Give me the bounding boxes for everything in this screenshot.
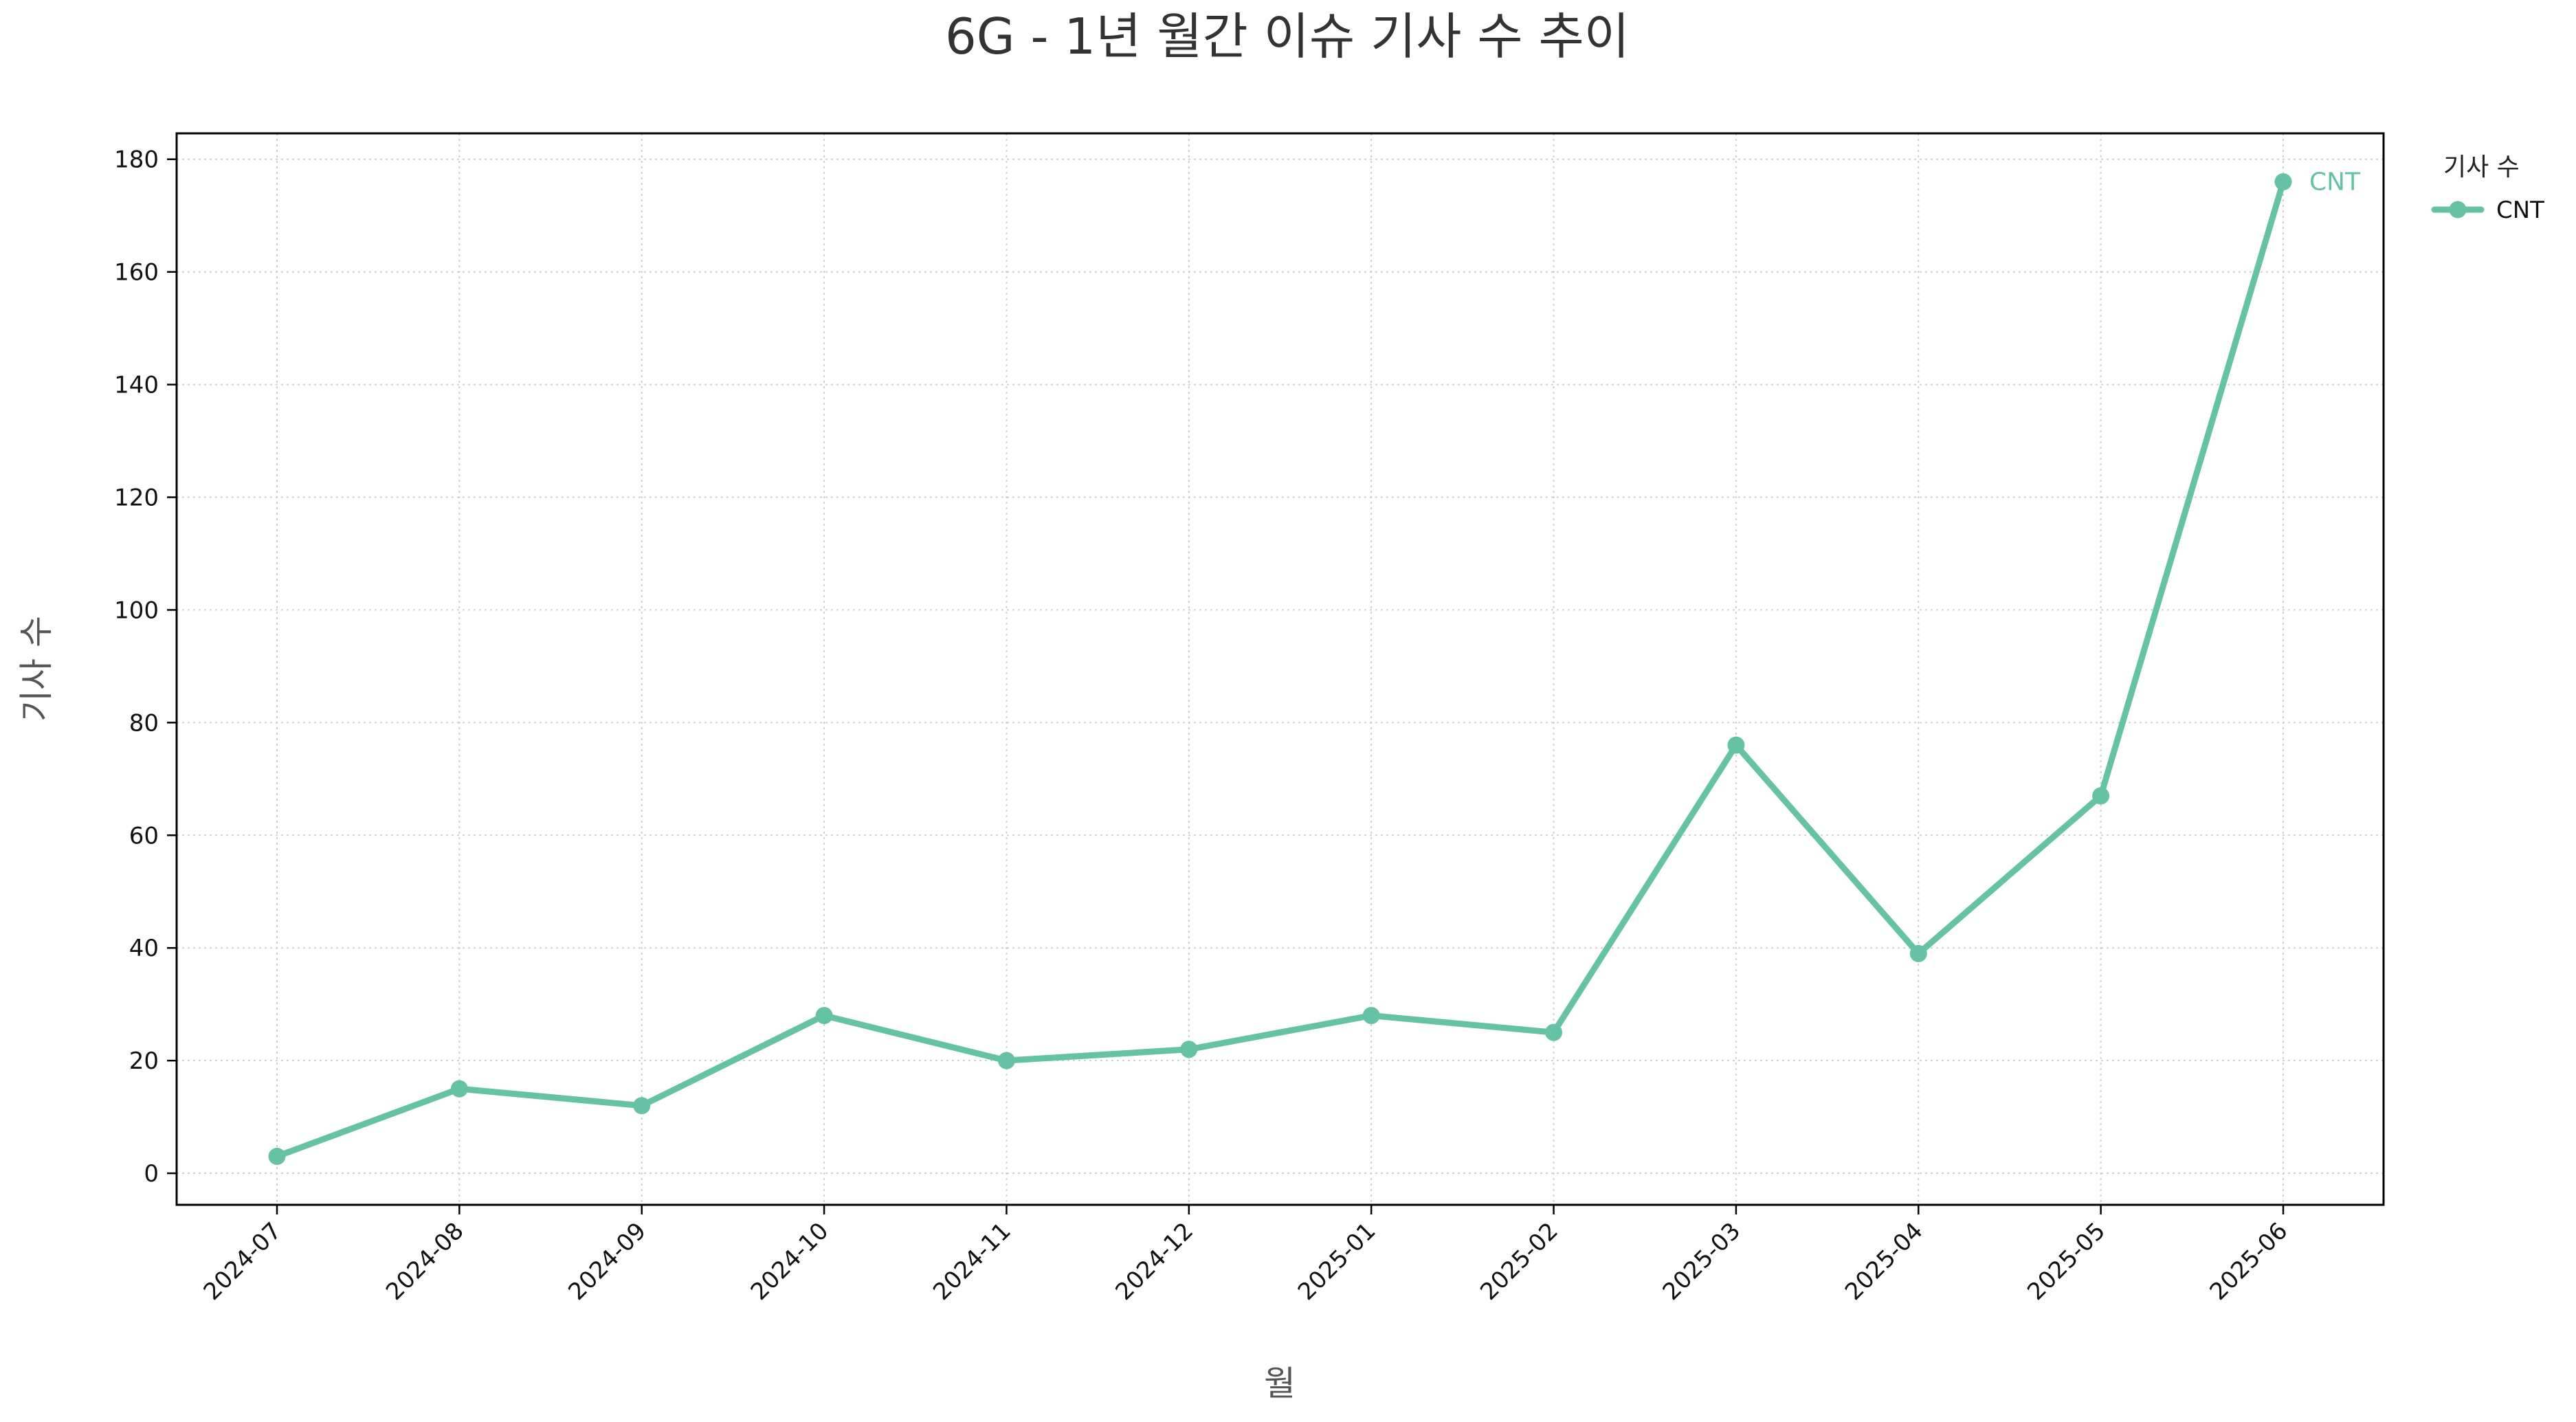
y-tick-label: 100 [114,597,159,624]
data-point [1362,1007,1380,1025]
y-tick-label: 140 [114,372,159,399]
data-point [1545,1023,1563,1041]
y-tick-label: 0 [144,1160,159,1188]
y-tick-label: 180 [114,146,159,174]
y-tick-label: 120 [114,485,159,512]
data-point [1727,736,1745,754]
data-point [1909,944,1927,962]
data-point [450,1080,468,1098]
data-point [997,1052,1015,1069]
data-point [2092,787,2110,805]
data-point [815,1007,833,1025]
legend-marker [2449,201,2467,219]
data-point [2274,173,2292,190]
legend-label: CNT [2496,197,2544,224]
y-axis-title: 기사 수 [16,616,56,722]
plot-frame [175,132,2385,1206]
series-layer: CNT [268,168,2361,1166]
y-tick-label: 20 [129,1047,159,1075]
y-tick-label: 80 [129,709,159,737]
data-point [1180,1041,1198,1058]
series-line-cnt [274,178,2287,1160]
y-tick-label: 60 [129,822,159,849]
data-point [268,1148,286,1166]
legend-entries: CNT [2431,197,2544,224]
legend: 기사 수 CNT [2431,153,2544,224]
y-tick-label: 160 [114,259,159,287]
data-point [633,1097,651,1115]
chart-title: 6G - 1년 월간 이슈 기사 수 추이 [945,8,1630,65]
legend-title: 기사 수 [2443,153,2520,181]
x-axis-title: 월 [1264,1364,1296,1403]
series-end-label: CNT [2309,168,2361,196]
y-tick-label: 40 [129,935,159,962]
y-axis: 0 20 40 60 80 100 120 140 160 180 [114,146,177,1188]
